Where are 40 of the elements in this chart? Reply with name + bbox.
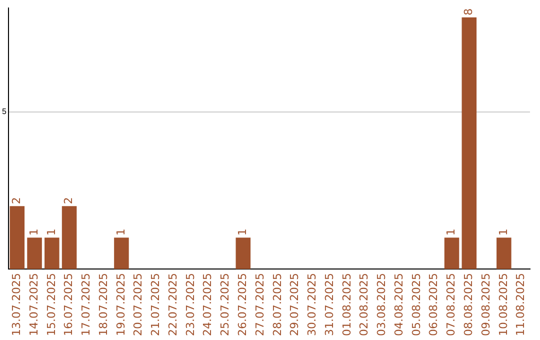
- x-tick-label: 25.07.2025: [218, 273, 232, 336]
- x-tick-label: 17.07.2025: [80, 273, 93, 336]
- x-tick-label: 02.08.2025: [358, 273, 371, 336]
- x-tick-label: 29.07.2025: [288, 273, 302, 336]
- x-tick-label: 03.08.2025: [375, 273, 388, 336]
- x-tick-label: 20.07.2025: [132, 273, 145, 336]
- x-tick-label: 27.07.2025: [253, 273, 266, 336]
- x-tick-label: 14.07.2025: [27, 273, 40, 336]
- x-tick-label: 30.07.2025: [306, 273, 319, 336]
- x-tick-label: 01.08.2025: [340, 273, 354, 336]
- data-label: 1: [44, 228, 58, 236]
- data-label: 1: [444, 228, 458, 236]
- y-tick-label: 5: [2, 106, 7, 116]
- x-tick-label: 26.07.2025: [236, 273, 250, 336]
- data-label: 1: [496, 228, 510, 236]
- x-tick-label: 09.08.2025: [479, 273, 492, 336]
- data-label: 1: [114, 228, 128, 236]
- x-tick-label: 07.08.2025: [444, 273, 458, 336]
- x-tick-label: 19.07.2025: [114, 273, 128, 336]
- x-tick-label: 11.08.2025: [514, 273, 528, 336]
- x-tick-label: 15.07.2025: [44, 273, 58, 336]
- x-tick-label: 28.07.2025: [270, 273, 284, 336]
- data-label: 2: [62, 197, 76, 204]
- x-tick-label: 31.07.2025: [322, 273, 336, 336]
- x-tick-label: 13.07.2025: [10, 273, 23, 336]
- data-label: 1: [236, 228, 250, 236]
- x-tick-label: 21.07.2025: [149, 273, 162, 336]
- x-tick-label: 16.07.2025: [62, 273, 76, 336]
- x-tick-label: 24.07.2025: [201, 273, 214, 336]
- x-tick-label: 04.08.2025: [392, 273, 406, 336]
- x-tick-label: 23.07.2025: [184, 273, 197, 336]
- data-label: 2: [10, 197, 23, 204]
- x-tick-label: 06.08.2025: [427, 273, 440, 336]
- data-label: 1: [27, 228, 40, 236]
- data-label: 8: [462, 8, 476, 16]
- x-tick-label: 18.07.2025: [96, 273, 110, 336]
- x-tick-label: 22.07.2025: [166, 273, 180, 336]
- x-tick-label: 08.08.2025: [462, 273, 476, 336]
- x-tick-label: 10.08.2025: [496, 273, 510, 336]
- x-tick-label: 05.08.2025: [410, 273, 423, 336]
